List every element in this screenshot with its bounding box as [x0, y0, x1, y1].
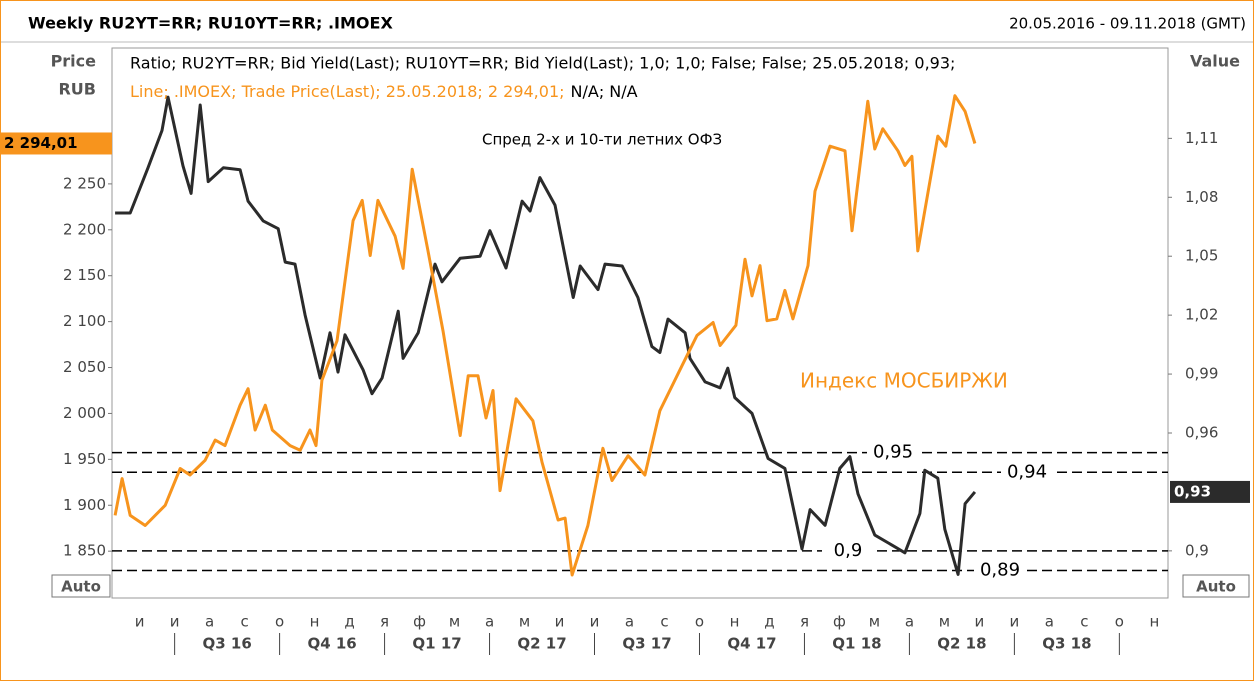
current-value-label: 2 294,01	[4, 134, 78, 152]
x-tick-label: и	[1010, 613, 1020, 631]
note: Индекс МОСБИРЖИ	[800, 369, 1008, 393]
x-tick-label: и	[590, 613, 600, 631]
y2-tick-label: 0,96	[1185, 424, 1218, 442]
y2-tick-label: 1,05	[1185, 247, 1218, 265]
y-tick-label: 2 250	[63, 174, 106, 192]
reference-label-bg	[867, 441, 919, 464]
legend-entry: Line; .IMOEX; Trade Price(Last); 25.05.2…	[130, 82, 565, 101]
legend-box	[120, 50, 1140, 106]
quarter-label: Q3 18	[1042, 635, 1091, 653]
current-value-label: 0,93	[1174, 482, 1211, 500]
x-tick-label: и	[170, 613, 180, 631]
x-tick-label: а	[205, 613, 214, 631]
x-tick-label: а	[485, 613, 494, 631]
x-tick-label: я	[800, 613, 809, 631]
y-tick-label: 1 950	[63, 450, 106, 468]
x-tick-label: м	[939, 613, 950, 631]
y2-tick-label: 0,9	[1185, 541, 1209, 559]
note-box	[784, 350, 1050, 412]
note: Спред 2-х и 10-ти летних ОФЗ	[482, 131, 722, 149]
quarter-label: Q4 17	[727, 635, 776, 653]
legend-line: Line; .IMOEX; Trade Price(Last); 25.05.2…	[130, 82, 638, 101]
quarter-label: Q1 18	[832, 635, 881, 653]
quarter-label: Q3 17	[622, 635, 671, 653]
reference-label: 0,94	[1007, 461, 1047, 482]
legend-entry: Ratio; RU2YT=RR; Bid Yield(Last); RU10YT…	[130, 54, 955, 73]
x-tick-label: с	[240, 613, 248, 631]
current-value-flag	[1170, 480, 1250, 503]
reference-label-bg	[974, 559, 1026, 582]
y-tick-label: 1 850	[63, 542, 106, 560]
y-tick-label: 2 100	[63, 312, 106, 330]
reference-label: 0,9	[834, 540, 863, 561]
y-label: RUB	[58, 80, 96, 99]
x-tick-label: с	[660, 613, 668, 631]
x-tick-label: н	[310, 613, 320, 631]
auto-button[interactable]: Auto	[51, 574, 111, 598]
reference-label-bg	[1001, 461, 1053, 484]
x-tick-label: д	[764, 613, 774, 631]
series-line	[113, 94, 977, 577]
y2-tick-label: 1,11	[1185, 129, 1218, 147]
legend-suffix: N/A; N/A	[571, 82, 638, 101]
quarter-label: Q3 16	[202, 635, 251, 653]
current-value-flag	[0, 132, 112, 155]
quarter-label: Q4 16	[307, 635, 356, 653]
x-tick-label: н	[1149, 613, 1159, 631]
quarter-label: Q2 17	[517, 635, 566, 653]
x-tick-label: ф	[833, 613, 846, 631]
y-label: Price	[51, 52, 97, 71]
x-tick-label: о	[275, 613, 284, 631]
button-label[interactable]: Auto	[1196, 578, 1236, 596]
y-tick-label: 1 900	[63, 496, 106, 514]
y-tick-label: 2 200	[63, 220, 106, 238]
y2-label: Value	[1190, 52, 1240, 71]
x-tick-label: о	[695, 613, 704, 631]
y2-tick-label: 0,99	[1185, 365, 1218, 383]
button-label[interactable]: Auto	[61, 578, 101, 596]
series-line	[115, 95, 977, 576]
date-range: 20.05.2016 - 09.11.2018 (GMT)	[1009, 15, 1246, 33]
y-tick-label: 2 000	[63, 404, 106, 422]
x-tick-label: а	[905, 613, 914, 631]
chart-title: Weekly RU2YT=RR; RU10YT=RR; .IMOEX	[28, 14, 393, 33]
auto-button[interactable]: Auto	[1182, 574, 1250, 598]
x-tick-label: н	[730, 613, 740, 631]
x-tick-label: я	[380, 613, 389, 631]
y-tick-label: 2 150	[63, 266, 106, 284]
y-tick-label: 2 050	[63, 358, 106, 376]
y2-tick-label: 1,08	[1185, 188, 1218, 206]
x-tick-label: о	[1115, 613, 1124, 631]
y2-tick-label: 1,02	[1185, 306, 1218, 324]
reference-label: 0,95	[873, 442, 913, 463]
x-tick-label: а	[625, 613, 634, 631]
button-box[interactable]	[1182, 574, 1250, 598]
reference-label-bg	[822, 539, 874, 562]
quarter-label: Q2 18	[937, 635, 986, 653]
x-tick-label: и	[135, 613, 145, 631]
x-tick-label: м	[449, 613, 460, 631]
x-tick-label: и	[555, 613, 565, 631]
x-tick-label: а	[1045, 613, 1054, 631]
x-tick-label: ф	[413, 613, 426, 631]
quarter-label: Q1 17	[412, 635, 461, 653]
note-box	[466, 122, 796, 158]
x-tick-label: м	[519, 613, 530, 631]
x-tick-label: д	[344, 613, 354, 631]
reference-label: 0,89	[980, 560, 1020, 581]
x-tick-label: м	[869, 613, 880, 631]
x-tick-label: и	[975, 613, 985, 631]
button-box[interactable]	[51, 574, 111, 598]
x-tick-label: с	[1080, 613, 1088, 631]
